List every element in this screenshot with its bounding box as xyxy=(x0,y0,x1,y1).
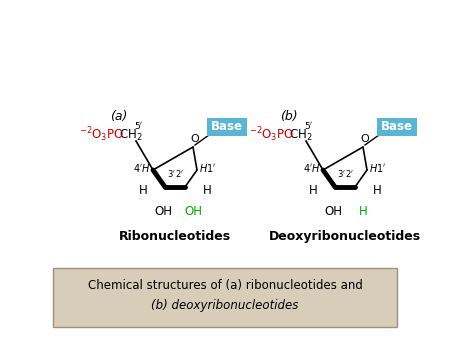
Text: $3'$: $3'$ xyxy=(337,168,346,179)
Text: Base: Base xyxy=(211,121,243,134)
Text: CH$_2$: CH$_2$ xyxy=(119,127,143,143)
Text: H$1'$: H$1'$ xyxy=(199,162,216,174)
Text: O: O xyxy=(360,134,369,144)
Text: Deoxyribonucleotides: Deoxyribonucleotides xyxy=(269,230,421,243)
Text: $2'$: $2'$ xyxy=(345,168,353,179)
Text: $^{-2}$O$_3$PO: $^{-2}$O$_3$PO xyxy=(79,126,124,144)
Text: H: H xyxy=(373,184,382,197)
Text: OH: OH xyxy=(184,205,202,218)
Text: $2'$: $2'$ xyxy=(175,168,184,179)
Text: (b) deoxyribonucleotides: (b) deoxyribonucleotides xyxy=(151,299,299,313)
FancyBboxPatch shape xyxy=(207,118,247,136)
Text: (b): (b) xyxy=(280,110,297,123)
FancyBboxPatch shape xyxy=(53,268,397,327)
Text: H: H xyxy=(309,184,317,197)
Text: Chemical structures of (a) ribonucleotides and: Chemical structures of (a) ribonucleotid… xyxy=(88,280,362,292)
Text: $4'$H: $4'$H xyxy=(303,162,321,174)
Text: $^{-2}$O$_3$PO: $^{-2}$O$_3$PO xyxy=(249,126,294,144)
Text: CH$_2$: CH$_2$ xyxy=(289,127,313,143)
Text: $5'$: $5'$ xyxy=(134,120,144,131)
Text: H$1'$: H$1'$ xyxy=(369,162,387,174)
Text: H: H xyxy=(359,205,367,218)
Text: O: O xyxy=(191,134,199,144)
Text: Base: Base xyxy=(381,121,413,134)
FancyBboxPatch shape xyxy=(377,118,417,136)
Text: $5'$: $5'$ xyxy=(304,120,314,131)
Text: Ribonucleotides: Ribonucleotides xyxy=(119,230,231,243)
Text: $3'$: $3'$ xyxy=(166,168,176,179)
Text: OH: OH xyxy=(154,205,172,218)
Text: H: H xyxy=(139,184,148,197)
Text: (a): (a) xyxy=(110,110,127,123)
Text: $4'$H: $4'$H xyxy=(134,162,151,174)
Text: H: H xyxy=(202,184,211,197)
Text: OH: OH xyxy=(324,205,342,218)
